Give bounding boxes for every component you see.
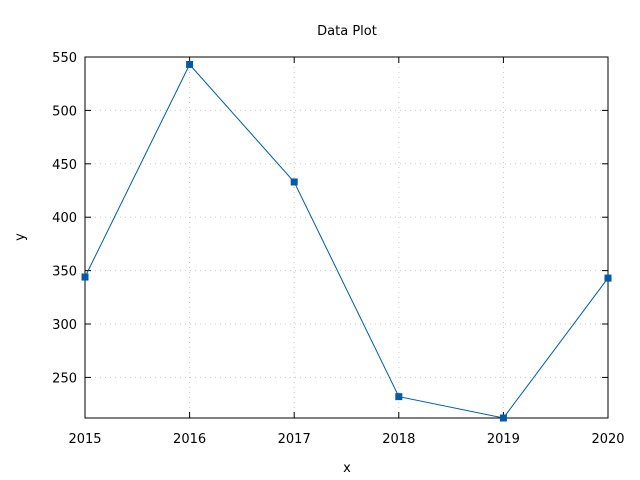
series-line (84, 63, 609, 419)
y-axis-label: y (13, 233, 28, 241)
data-point-marker (186, 60, 194, 68)
data-point-marker (81, 273, 89, 281)
grid (84, 56, 609, 418)
x-tick-label: 2018 (382, 432, 415, 447)
y-tick-labels: 250 300 350 400 450 500 550 (52, 51, 77, 386)
plot-frame (84, 56, 609, 419)
series (81, 60, 612, 422)
x-tick-label: 2016 (173, 432, 206, 447)
x-tick-label: 2015 (68, 432, 101, 447)
y-tick-label: 400 (52, 211, 77, 226)
data-point-marker (604, 274, 612, 282)
data-point-marker (290, 178, 298, 186)
y-tick-label: 550 (52, 51, 77, 66)
chart-title: Data Plot (317, 24, 377, 39)
axis-ticks (84, 56, 609, 418)
y-tick-label: 350 (52, 265, 77, 280)
data-point-marker (499, 414, 507, 422)
x-tick-labels: 2015 2016 2017 2018 2019 2020 (68, 432, 624, 447)
y-tick-label: 500 (52, 104, 77, 119)
y-tick-label: 300 (52, 318, 77, 333)
y-tick-label: 450 (52, 158, 77, 173)
x-tick-label: 2020 (591, 432, 624, 447)
x-tick-label: 2017 (278, 432, 311, 447)
x-tick-label: 2019 (487, 432, 520, 447)
x-axis-label: x (343, 461, 351, 476)
data-point-marker (395, 393, 403, 401)
y-tick-label: 250 (52, 371, 77, 386)
